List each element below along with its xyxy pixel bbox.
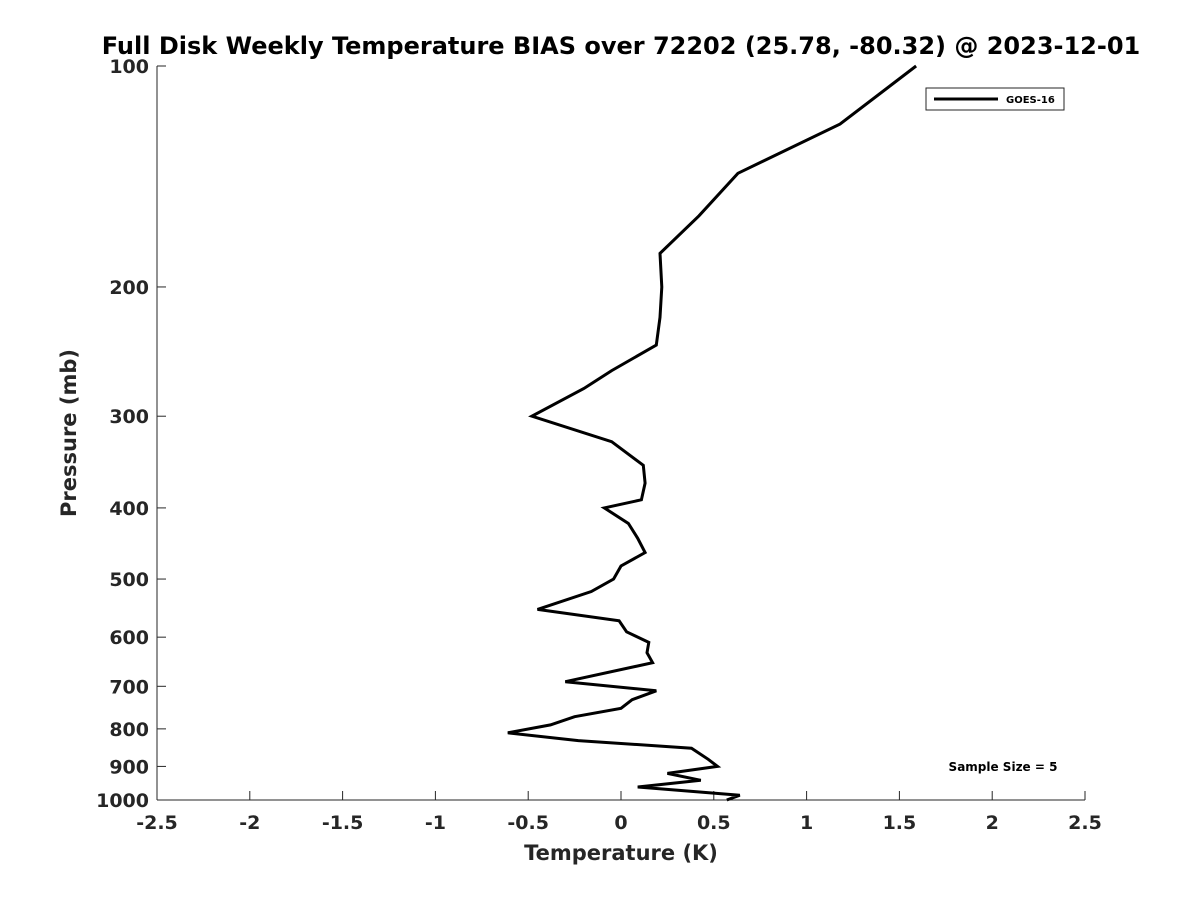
y-tick-label: 900	[109, 756, 149, 778]
x-tick-label: 1.5	[883, 812, 917, 834]
axes	[156, 66, 1085, 801]
y-tick-label: 800	[109, 719, 149, 741]
x-tick-label: 0	[614, 812, 627, 834]
x-tick-label: -1.5	[322, 812, 364, 834]
x-tick-label: -0.5	[507, 812, 549, 834]
x-tick-label: 2.5	[1068, 812, 1102, 834]
x-tick-label: 1	[800, 812, 813, 834]
x-tick-label: 2	[986, 812, 999, 834]
y-tick-label: 1000	[96, 790, 149, 812]
y-axis-label: Pressure (mb)	[57, 349, 81, 517]
y-tick-label: 300	[109, 406, 149, 428]
series-layer	[507, 64, 918, 802]
y-tick-label: 100	[109, 56, 149, 78]
y-tick-label: 700	[109, 676, 149, 698]
y-tick-label: 500	[109, 569, 149, 591]
x-tick-label: -2	[239, 812, 260, 834]
sample-size-annotation: Sample Size = 5	[949, 760, 1058, 774]
series-line-goes-16	[507, 64, 918, 802]
chart-title: Full Disk Weekly Temperature BIAS over 7…	[102, 32, 1141, 60]
y-tick-label: 400	[109, 498, 149, 520]
legend: GOES-16	[925, 87, 1065, 111]
x-tick-label: 0.5	[697, 812, 731, 834]
legend-label-goes-16: GOES-16	[1006, 95, 1055, 106]
x-axis-ticks: -2.5 -2 -1.5 -1 -0.5 0 0.5 1 1.5 2 2.5	[136, 791, 1102, 834]
x-axis-label: Temperature (K)	[524, 841, 718, 865]
x-tick-label: -2.5	[136, 812, 178, 834]
y-tick-label: 200	[109, 277, 149, 299]
x-tick-label: -1	[425, 812, 446, 834]
y-tick-label: 600	[109, 627, 149, 649]
y-axis-ticks: 100 200 300 400 500 600 700 800 900 1000	[96, 56, 166, 812]
